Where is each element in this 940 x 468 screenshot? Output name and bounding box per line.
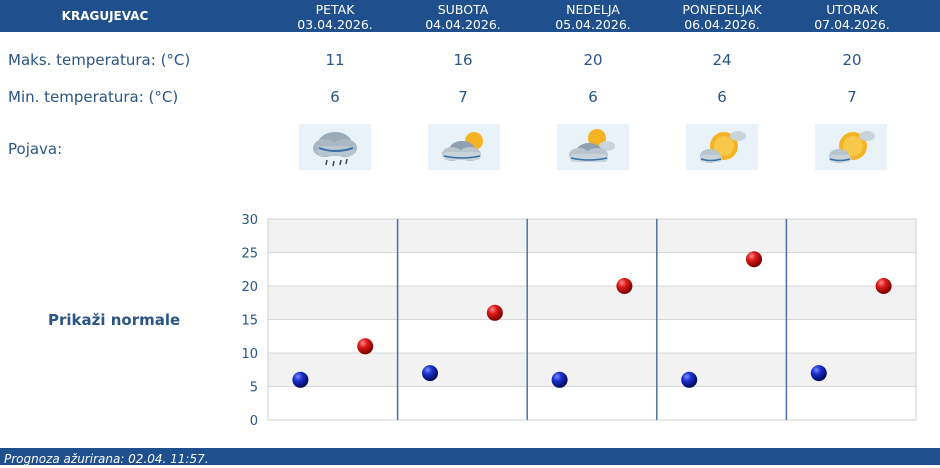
y-tick-label: 10 (241, 347, 258, 362)
chart-grid (267, 218, 917, 421)
y-tick-label: 20 (241, 280, 258, 295)
min-temp-marker (292, 371, 309, 388)
cloud-sun-icon (428, 124, 500, 170)
max-temp-marker (746, 251, 762, 268)
y-tick-label: 25 (241, 247, 258, 262)
day-date: 04.04.2026. (425, 17, 501, 32)
max-temp-value: 20 (842, 51, 862, 69)
max-temp-value: 24 (712, 51, 732, 69)
day-date: 03.04.2026. (297, 17, 373, 32)
y-tick-label: 15 (241, 314, 258, 329)
y-axis: 0 5 10 15 20 25 30 (241, 213, 258, 429)
day-name: SUBOTA (437, 2, 489, 17)
min-temp-marker (551, 371, 568, 388)
max-temp-marker (486, 304, 503, 321)
grid-band (268, 319, 916, 353)
day-name: PETAK (315, 2, 355, 17)
show-normals-button[interactable]: Prikaži normale (48, 311, 181, 329)
day-header-5: UTORAK 07.04.2026. (807, 0, 897, 32)
day-header-2: SUBOTA 04.04.2026. (418, 0, 508, 32)
grid-band (268, 252, 916, 286)
min-temp-value: 7 (458, 88, 468, 106)
y-tick-label: 5 (250, 381, 258, 396)
min-temp-value: 6 (717, 88, 727, 106)
temperature-chart: 0 5 10 15 20 25 30 (241, 213, 917, 429)
grid-band (268, 219, 916, 253)
day-header-1: PETAK 03.04.2026. (290, 0, 380, 32)
phenomenon-label: Pojava: (8, 140, 63, 158)
day-date: 06.04.2026. (684, 17, 760, 32)
sun-cloud-icon (815, 124, 887, 170)
max-temp-value: 20 (583, 51, 603, 69)
y-tick-label: 0 (250, 414, 258, 429)
day-date: 05.04.2026. (555, 17, 631, 32)
plot-border (267, 218, 917, 421)
max-temp-marker (616, 278, 633, 294)
day-header-4: PONEDELJAK 06.04.2026. (677, 0, 767, 32)
min-temp-value: 6 (588, 88, 598, 106)
min-temp-marker (422, 365, 438, 382)
min-temp-marker (810, 365, 827, 382)
min-temp-label: Min. temperatura: (°C) (8, 88, 179, 106)
grid-band (268, 386, 916, 420)
chart-markers (292, 251, 892, 388)
header-bar: KRAGUJEVAC PETAK 03.04.2026. SUBOTA 04.0… (0, 0, 940, 32)
grid-band (268, 286, 916, 320)
city-name: KRAGUJEVAC (61, 9, 149, 23)
day-name: PONEDELJAK (682, 2, 762, 17)
update-timestamp: Prognoza ažurirana: 02.04. 11:57. (4, 452, 209, 466)
day-name: NEDELJA (566, 2, 620, 17)
y-tick-label: 30 (241, 213, 258, 228)
max-temp-marker (357, 338, 374, 355)
cloud-rain-icon (299, 124, 371, 170)
day-date: 07.04.2026. (814, 17, 890, 32)
min-temp-value: 6 (330, 88, 340, 106)
grid-band (268, 353, 916, 387)
max-temp-marker (875, 278, 892, 294)
sun-cloud-icon (686, 124, 758, 170)
day-header-3: NEDELJA 05.04.2026. (548, 0, 638, 32)
footer-bar: Prognoza ažurirana: 02.04. 11:57. (0, 448, 940, 466)
max-temp-label: Maks. temperatura: (°C) (8, 51, 191, 69)
day-name: UTORAK (826, 2, 878, 17)
min-temp-marker (681, 371, 698, 388)
min-temp-value: 7 (847, 88, 857, 106)
max-temp-value: 11 (325, 51, 345, 69)
cloud-sun-icon (557, 124, 629, 170)
max-temp-value: 16 (453, 51, 473, 69)
